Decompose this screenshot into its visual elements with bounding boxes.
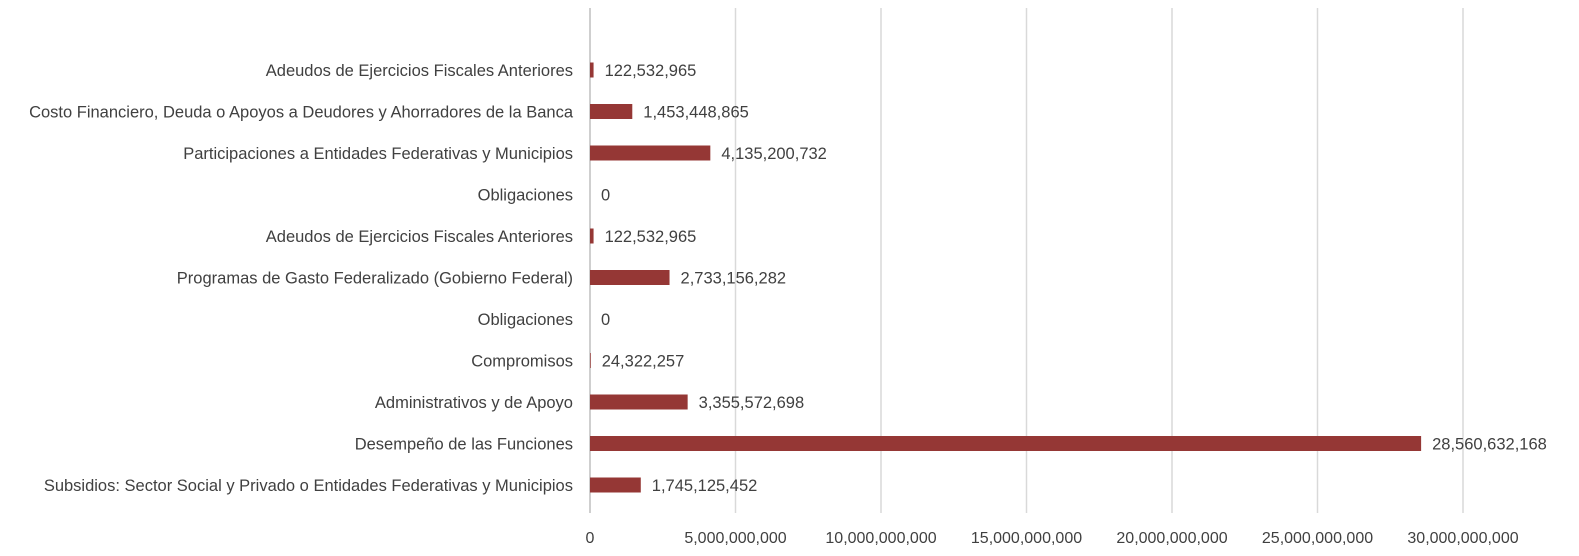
category-labels: Adeudos de Ejercicios Fiscales Anteriore… bbox=[29, 62, 574, 495]
bar bbox=[590, 394, 688, 410]
bars bbox=[590, 62, 1422, 493]
category-label: Obligaciones bbox=[478, 311, 573, 329]
data-label: 1,745,125,452 bbox=[652, 477, 758, 495]
bar bbox=[590, 477, 641, 493]
data-label: 24,322,257 bbox=[602, 353, 685, 371]
data-label: 2,733,156,282 bbox=[681, 270, 787, 288]
data-label: 28,560,632,168 bbox=[1432, 436, 1547, 454]
data-label: 3,355,572,698 bbox=[699, 394, 805, 412]
category-label: Subsidios: Sector Social y Privado o Ent… bbox=[44, 477, 573, 495]
data-label: 0 bbox=[601, 311, 610, 329]
category-label: Administrativos y de Apoyo bbox=[375, 394, 573, 412]
bar bbox=[590, 270, 670, 285]
category-label: Adeudos de Ejercicios Fiscales Anteriore… bbox=[266, 228, 573, 246]
category-label: Programas de Gasto Federalizado (Gobiern… bbox=[177, 270, 573, 288]
data-label: 122,532,965 bbox=[605, 228, 697, 246]
bar bbox=[590, 436, 1422, 451]
bar bbox=[590, 104, 633, 119]
x-tick-label: 0 bbox=[586, 530, 595, 547]
data-label: 0 bbox=[601, 187, 610, 205]
x-tick-label: 30,000,000,000 bbox=[1407, 530, 1518, 547]
data-labels: 122,532,965 1,453,448,865 4,135,200,732 0 12… bbox=[601, 62, 1547, 495]
category-label: Adeudos de Ejercicios Fiscales Anteriore… bbox=[266, 62, 573, 80]
category-label: Desempeño de las Funciones bbox=[355, 436, 573, 454]
gridlines bbox=[589, 8, 1464, 513]
data-label: 1,453,448,865 bbox=[643, 104, 749, 122]
category-label: Obligaciones bbox=[478, 187, 573, 205]
bar bbox=[590, 353, 591, 368]
x-axis-tick-labels: 0 5,000,000,000 10,000,000,000 15,000,000,0… bbox=[586, 530, 1519, 547]
category-label: Costo Financiero, Deuda o Apoyos a Deudo… bbox=[29, 104, 574, 122]
bar bbox=[590, 62, 594, 78]
x-tick-label: 5,000,000,000 bbox=[684, 530, 786, 547]
x-tick-label: 10,000,000,000 bbox=[825, 530, 936, 547]
x-tick-label: 15,000,000,000 bbox=[971, 530, 1082, 547]
x-tick-label: 25,000,000,000 bbox=[1262, 530, 1373, 547]
bar bbox=[590, 145, 711, 161]
data-label: 4,135,200,732 bbox=[721, 145, 827, 163]
data-label: 122,532,965 bbox=[605, 62, 697, 80]
category-label: Participaciones a Entidades Federativas … bbox=[183, 145, 573, 163]
x-tick-label: 20,000,000,000 bbox=[1116, 530, 1227, 547]
category-label: Compromisos bbox=[471, 353, 573, 371]
bar bbox=[590, 228, 594, 244]
